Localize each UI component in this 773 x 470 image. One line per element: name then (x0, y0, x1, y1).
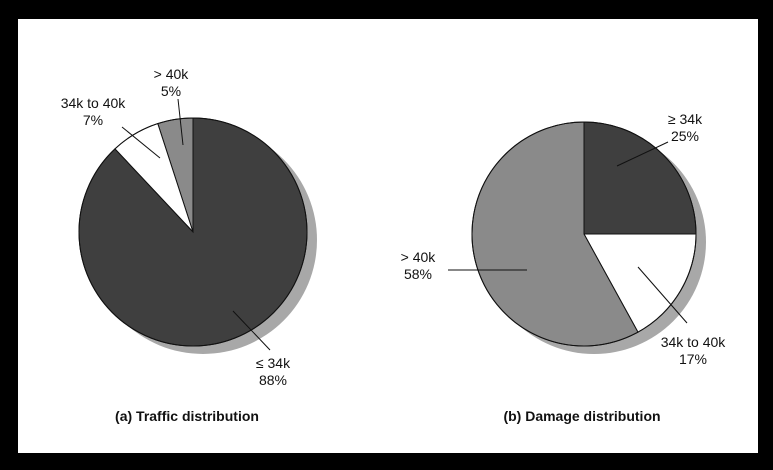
pie-a-label-34to40k: 34k to 40k (61, 95, 127, 111)
pie-a-pct-gt40k: 5% (161, 83, 181, 99)
pie-chart-traffic (78, 117, 317, 354)
pie-b-label-gt40k: > 40k (401, 249, 437, 265)
pie-a-label-gt40k: > 40k (154, 66, 190, 82)
pie-a-pct-le34k: 88% (259, 372, 287, 388)
pie-b-outline (471, 121, 697, 347)
pie-a-outline (78, 117, 308, 347)
pie-a-slice-le-34k (78, 117, 308, 347)
pie-a-leader-34to40k (121, 126, 161, 159)
pie-b-pct-gt40k: 58% (404, 266, 432, 282)
pie-chart-damage (471, 121, 706, 354)
pie-a-caption: (a) Traffic distribution (115, 408, 259, 424)
pie-b-caption: (b) Damage distribution (503, 408, 660, 424)
pie-a-pct-34to40k: 7% (83, 112, 103, 128)
pie-a-label-le34k: ≤ 34k (256, 355, 291, 371)
pie-b-pct-34to40k: 17% (679, 351, 707, 367)
pie-b-leader-34to40k (637, 266, 688, 324)
pie-a-leader-le34k (232, 310, 271, 351)
pie-b-label-34to40k: 34k to 40k (661, 334, 727, 350)
pie-b-pct-ge34k: 25% (671, 128, 699, 144)
pie-b-label-ge34k: ≥ 34k (668, 111, 703, 127)
pie-b-leader-ge34k (616, 141, 669, 167)
pie-a-leader-gt40k (177, 98, 184, 146)
